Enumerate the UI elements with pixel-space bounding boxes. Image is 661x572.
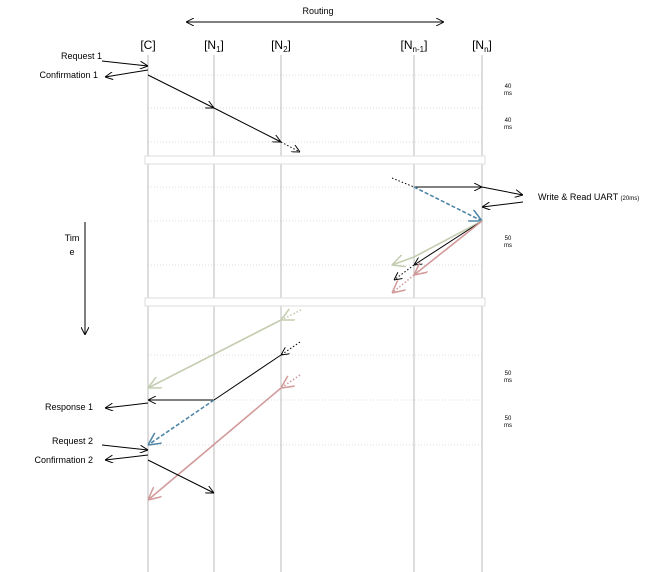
message-label: Confirmation 1	[39, 70, 98, 80]
node-name: [N	[204, 38, 216, 52]
message-arrow	[392, 257, 415, 265]
message-arrow	[148, 387, 282, 500]
node-sub: n	[484, 45, 488, 54]
time-break	[144, 155, 486, 165]
message-arrow	[413, 186, 482, 221]
message-label: Request 1	[61, 51, 102, 61]
message-note: (20ms)	[621, 196, 640, 202]
message-arrow	[105, 69, 149, 77]
message-label: Write & Read UART (20ms)	[538, 192, 639, 202]
message-arrow	[213, 354, 282, 401]
duration-value: 40	[505, 118, 512, 124]
message-arrow	[394, 264, 415, 280]
duration-value: 40	[505, 84, 512, 90]
duration-unit: ms	[504, 378, 512, 384]
message-label: Confirmation 2	[34, 455, 93, 465]
node-label: [N1]	[204, 38, 224, 54]
duration-unit: ms	[504, 91, 512, 97]
node-sub: 1	[216, 45, 221, 54]
node-close: ]	[221, 38, 224, 52]
node-label: [Nn-1]	[401, 38, 428, 54]
node-label: [N2]	[271, 38, 291, 54]
duration-unit: ms	[504, 243, 512, 249]
message-arrow	[148, 399, 215, 445]
message-arrow	[280, 141, 300, 152]
message-arrow	[147, 74, 214, 108]
message-arrow	[414, 220, 483, 275]
message-label: Response 1	[45, 402, 93, 412]
message-arrow	[281, 310, 302, 320]
message-arrow	[414, 220, 483, 265]
duration-unit: ms	[504, 423, 512, 429]
node-sub: 2	[283, 45, 288, 54]
duration-value: 50	[505, 416, 512, 422]
message-arrow	[213, 107, 281, 142]
node-name: [N	[271, 38, 283, 52]
time-label: e	[69, 247, 74, 257]
duration-unit: ms	[504, 125, 512, 131]
node-name: [N	[401, 38, 413, 52]
message-arrow	[391, 177, 415, 188]
time-break	[144, 297, 486, 307]
message-arrow	[413, 220, 483, 258]
node-close: ]	[424, 38, 427, 52]
duration-value: 50	[505, 371, 512, 377]
message-text: Write & Read UART	[538, 192, 619, 202]
message-arrow	[482, 201, 524, 207]
node-close: ]	[489, 38, 492, 52]
node-sub: n-1	[413, 45, 425, 54]
message-arrow	[101, 444, 148, 450]
message-arrow	[105, 454, 149, 460]
message-arrow	[392, 274, 415, 293]
message-arrow	[147, 459, 214, 493]
node-name: [N	[472, 38, 484, 52]
node-label: [C]	[140, 38, 155, 52]
message-arrow	[148, 319, 282, 388]
message-arrow	[101, 60, 148, 66]
routing-label: Routing	[302, 6, 333, 16]
time-label: Tim	[65, 233, 80, 243]
message-arrow	[281, 374, 301, 388]
node-close: ]	[288, 38, 291, 52]
message-label: Request 2	[52, 436, 93, 446]
duration-value: 50	[505, 236, 512, 242]
message-arrow	[281, 341, 301, 355]
node-label: [Nn]	[472, 38, 492, 54]
message-arrow	[481, 186, 523, 195]
message-arrow	[105, 402, 149, 408]
